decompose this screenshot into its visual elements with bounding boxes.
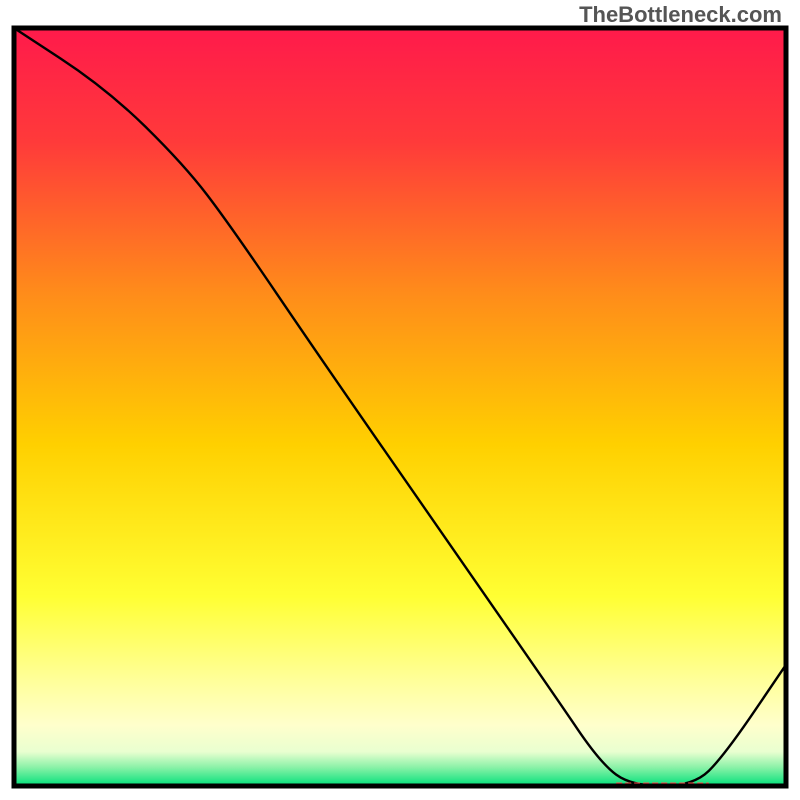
- gradient-curve-chart: [0, 0, 800, 800]
- attribution-text: TheBottleneck.com: [579, 2, 782, 28]
- chart-container: TheBottleneck.com: [0, 0, 800, 800]
- gradient-background: [14, 28, 786, 786]
